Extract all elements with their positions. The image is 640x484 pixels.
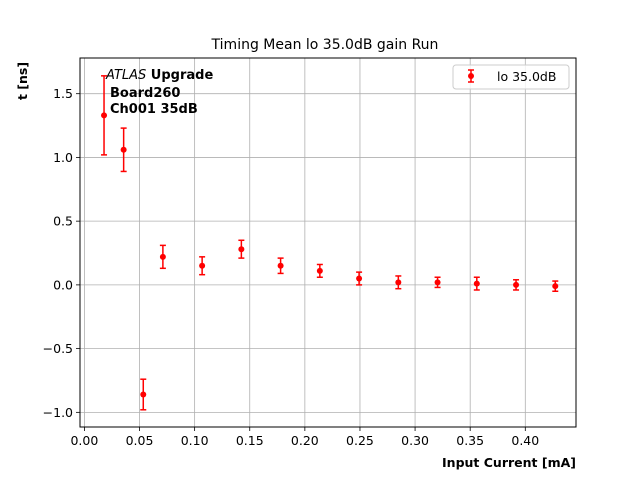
x-tick-label: 0.30 (401, 433, 429, 448)
atlas-label: ATLAS Upgrade (105, 68, 213, 83)
board-label: Board260 (110, 86, 180, 101)
x-tick-label: 0.10 (181, 433, 209, 448)
data-point (316, 267, 323, 274)
data-point (473, 280, 480, 287)
data-point (101, 112, 108, 119)
y-tick-label: −1.0 (43, 405, 73, 420)
legend: lo 35.0dB (452, 64, 570, 90)
data-point (159, 253, 166, 260)
x-tick-label: 0.35 (456, 433, 484, 448)
data-point (140, 391, 147, 398)
y-axis-label: t [ns] (15, 62, 30, 100)
y-axis-ticks: −1.0 −0.5 0.0 0.5 1.0 1.5 (43, 86, 80, 420)
grid-lines (80, 58, 576, 427)
x-tick-label: 0.05 (126, 433, 154, 448)
data-points (101, 112, 559, 398)
data-point (277, 262, 284, 269)
y-tick-label: 1.0 (53, 150, 73, 165)
y-tick-label: −0.5 (43, 341, 73, 356)
x-tick-label: 0.00 (70, 433, 98, 448)
data-point (238, 246, 245, 253)
data-point (552, 283, 559, 290)
y-tick-label: 0.0 (53, 277, 73, 292)
plot-frame (79, 57, 577, 428)
data-point (120, 146, 127, 153)
y-tick-label: 1.5 (53, 86, 73, 101)
legend-entry-label: lo 35.0dB (497, 69, 556, 84)
channel-label: Ch001 35dB (110, 102, 198, 117)
x-tick-label: 0.25 (346, 433, 374, 448)
legend-marker (468, 73, 474, 79)
x-axis-label: Input Current [mA] (442, 455, 576, 470)
data-point (199, 262, 206, 269)
chart-title: Timing Mean lo 35.0dB gain Run (211, 37, 439, 53)
atlas-experiment: ATLAS (105, 68, 146, 83)
atlas-upgrade: Upgrade (146, 68, 213, 83)
x-axis-ticks: 0.00 0.05 0.10 0.15 0.20 0.25 0.30 0.35 0.40 (70, 427, 539, 448)
data-point (513, 281, 520, 288)
x-tick-label: 0.15 (236, 433, 264, 448)
x-tick-label: 0.20 (291, 433, 319, 448)
data-point (434, 279, 441, 286)
y-tick-label: 0.5 (53, 214, 73, 229)
data-point (395, 279, 402, 286)
data-point (356, 275, 363, 282)
legend-box (452, 64, 570, 90)
x-tick-label: 0.40 (511, 433, 539, 448)
